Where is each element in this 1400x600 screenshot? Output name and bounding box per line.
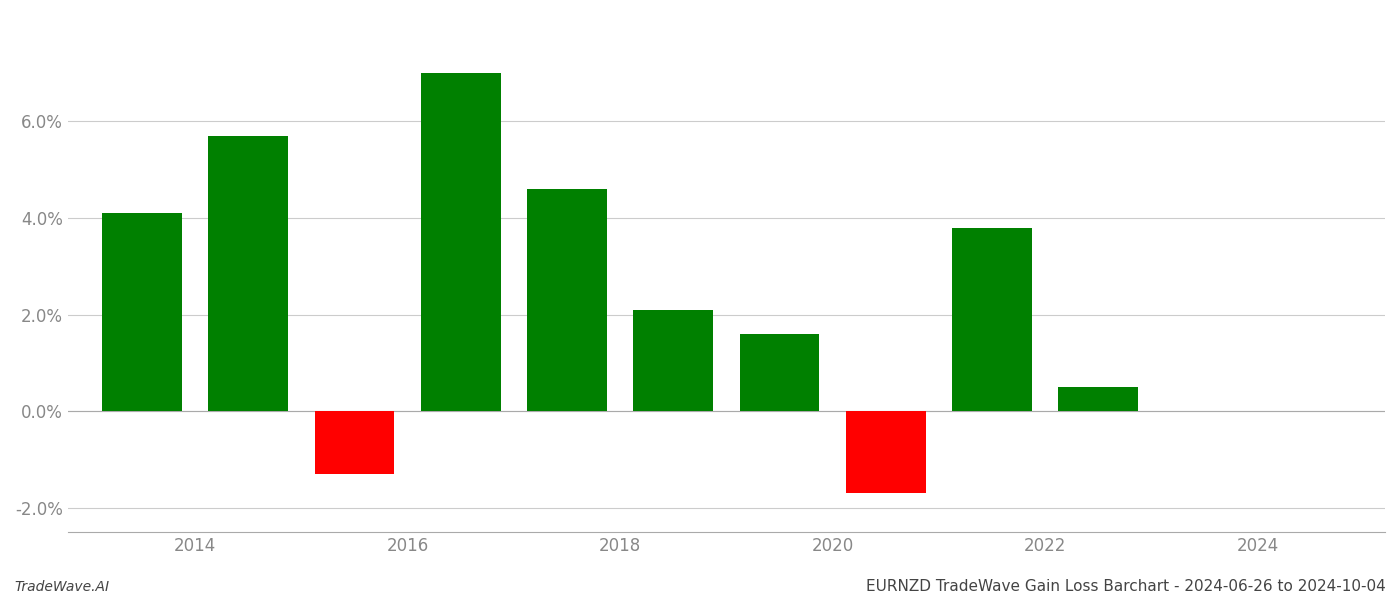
Bar [846, 412, 925, 493]
Text: EURNZD TradeWave Gain Loss Barchart - 2024-06-26 to 2024-10-04: EURNZD TradeWave Gain Loss Barchart - 20… [867, 579, 1386, 594]
Bar [102, 213, 182, 412]
Bar [315, 412, 395, 474]
Bar [1058, 387, 1138, 412]
Bar [633, 310, 713, 412]
Bar [952, 227, 1032, 412]
Text: TradeWave.AI: TradeWave.AI [14, 580, 109, 594]
Bar [739, 334, 819, 412]
Bar [528, 189, 606, 412]
Bar [209, 136, 288, 412]
Bar [421, 73, 501, 412]
